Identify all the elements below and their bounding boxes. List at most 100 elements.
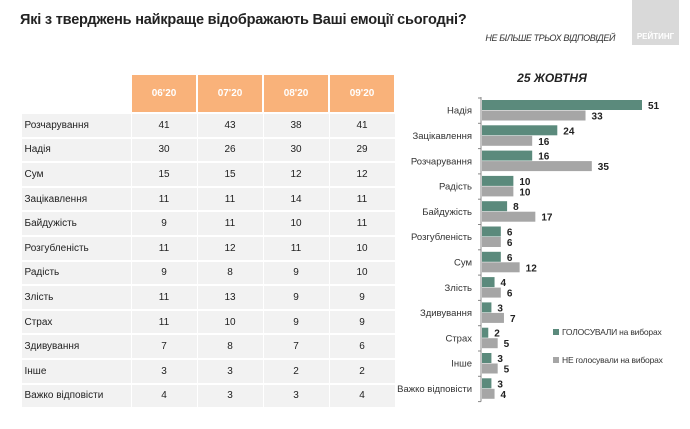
bar: [482, 287, 501, 298]
table-row: Здивування 7 8 7 6: [20, 333, 396, 360]
data-label: 16: [538, 137, 550, 148]
table-cell: 11: [130, 284, 198, 311]
category-label: Інше: [451, 359, 472, 370]
data-label: 4: [501, 278, 507, 289]
bar: [482, 135, 533, 146]
logo: РЕЙТИНГ: [632, 0, 679, 45]
table-cell: 11: [196, 210, 264, 237]
table-cell: 10: [328, 259, 396, 286]
column-header: 09'20: [328, 75, 396, 113]
table-cell: 11: [262, 234, 330, 262]
table-row: Страх 11 10 9 9: [20, 308, 396, 335]
table-cell: 41: [328, 112, 396, 139]
bar: [482, 237, 501, 247]
table-cell: 9: [328, 284, 396, 311]
row-label: Надія: [20, 136, 132, 163]
table-cell: 4: [130, 382, 198, 409]
table-cell: 9: [262, 308, 330, 335]
category-label: Страх: [445, 333, 472, 344]
table-cell: 9: [262, 259, 330, 286]
data-label: 10: [519, 187, 531, 198]
data-label: 4: [501, 390, 507, 401]
data-label: 10: [519, 177, 531, 188]
table-cell: 30: [130, 136, 198, 163]
table-cell: 11: [130, 308, 198, 335]
table-cell: 38: [262, 112, 330, 139]
bar: [482, 327, 489, 338]
data-label: 3: [497, 354, 503, 365]
bar: [482, 353, 492, 363]
table-row: Інше 3 3 2 2: [20, 357, 396, 385]
data-label: 8: [513, 202, 519, 213]
data-label: 3: [497, 303, 503, 314]
table-cell: 14: [262, 185, 330, 212]
category-label: Важко відповісти: [397, 384, 472, 395]
table-cell: 4: [328, 382, 396, 409]
table-cell: 9: [130, 259, 198, 286]
data-label: 51: [648, 101, 660, 112]
bar: [482, 338, 498, 349]
table-cell: 9: [328, 308, 396, 335]
legend-item-not-voted: НЕ голосували на виборах: [553, 355, 663, 365]
bar: [482, 302, 492, 313]
category-label: Надія: [447, 106, 472, 117]
table-cell: 41: [130, 112, 198, 139]
row-label: Радість: [20, 259, 132, 286]
header-blank: [20, 75, 132, 113]
bar: [482, 251, 501, 262]
table-cell: 30: [262, 136, 330, 163]
table-cell: 2: [262, 357, 330, 385]
row-label: Злість: [20, 284, 132, 311]
legend-label: НЕ голосували на виборах: [562, 355, 663, 365]
table-row: Байдужість 9 11 10 11: [20, 210, 396, 237]
category-label: Злість: [445, 283, 472, 294]
data-label: 6: [507, 253, 513, 264]
table-cell: 3: [262, 382, 330, 409]
category-label: Радість: [439, 182, 472, 193]
bar: [482, 150, 533, 161]
category-label: Розчарування: [411, 156, 472, 167]
table-cell: 12: [262, 161, 330, 188]
data-label: 17: [541, 213, 553, 224]
bar: [482, 363, 498, 374]
column-header: 06'20: [130, 75, 198, 113]
table-row: Важко відповісти 4 3 3 4: [20, 382, 396, 409]
data-label: 5: [504, 339, 510, 350]
table-cell: 12: [328, 161, 396, 188]
table-cell: 7: [130, 333, 198, 360]
data-label: 35: [598, 162, 610, 173]
table-cell: 11: [130, 234, 198, 262]
bar: [482, 211, 536, 222]
table-cell: 10: [196, 308, 264, 335]
bar: [482, 201, 508, 212]
column-header: 07'20: [196, 75, 264, 113]
trend-table: 06'20 07'20 08'20 09'20 Розчарування 41 43 38 4…: [20, 75, 396, 409]
data-label: 24: [563, 126, 575, 137]
chart-title: 25 ЖОВТНЯ: [517, 71, 587, 85]
logo-text: РЕЙТИНГ: [636, 32, 675, 41]
table-cell: 8: [196, 333, 264, 360]
category-label: Розгубленість: [411, 232, 472, 243]
table-row: Злість 11 13 9 9: [20, 284, 396, 311]
table-cell: 11: [328, 210, 396, 237]
bar: [482, 388, 495, 399]
table-cell: 8: [196, 259, 264, 286]
legend-label: ГОЛОСУВАЛИ на виборах: [562, 327, 662, 337]
category-label: Сум: [454, 257, 472, 268]
data-label: 12: [526, 263, 538, 274]
table-cell: 29: [328, 136, 396, 163]
legend-item-voted: ГОЛОСУВАЛИ на виборах: [553, 327, 662, 337]
row-label: Байдужість: [20, 210, 132, 237]
row-label: Страх: [20, 308, 132, 335]
bar: [482, 110, 586, 121]
subtitle: НЕ БІЛЬШЕ ТРЬОХ ВІДПОВІДЕЙ: [485, 33, 615, 43]
bar: [482, 277, 495, 288]
data-label: 3: [497, 379, 503, 390]
data-label: 33: [592, 112, 604, 123]
bar: [482, 175, 514, 186]
table-row: Зацікавлення 11 11 14 11: [20, 185, 396, 212]
bar: [482, 125, 558, 136]
data-label: 6: [507, 228, 513, 239]
